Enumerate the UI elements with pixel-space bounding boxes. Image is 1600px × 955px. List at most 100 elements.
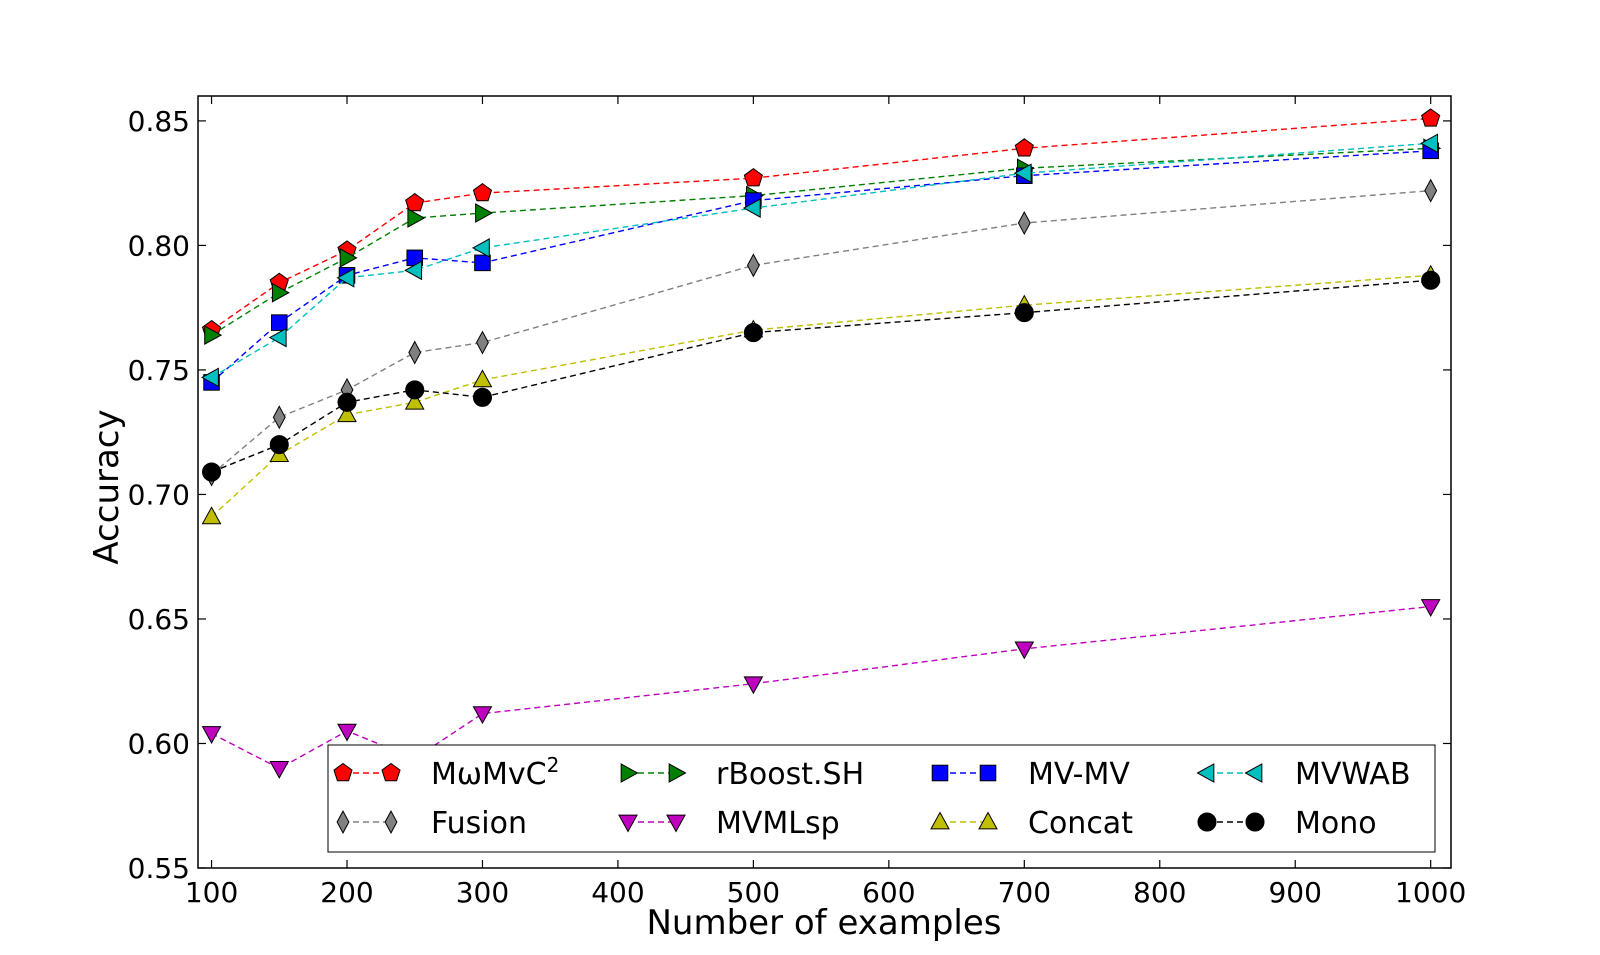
data-point-mono — [269, 435, 289, 455]
data-point-rboost-sh — [339, 248, 358, 268]
x-tick-label: 900 — [1268, 876, 1321, 909]
data-point-mv-mv — [474, 254, 491, 272]
plot-area-frame — [197, 95, 1452, 869]
series-line-concat — [211, 274, 1431, 518]
data-point-mvmlsp — [201, 726, 222, 745]
x-tick-label: 500 — [727, 876, 780, 909]
y-tick-label: 0.75 — [128, 354, 190, 387]
data-point-mvwab — [268, 327, 287, 348]
legend-marker — [618, 814, 638, 833]
legend-marker — [668, 763, 687, 783]
x-tick-label: 100 — [185, 876, 238, 909]
data-point-m-mvc — [405, 192, 425, 212]
legend-label: MVWAB — [1295, 757, 1411, 792]
y-tick-label: 0.70 — [128, 478, 190, 511]
series-rboost-sh — [204, 138, 1442, 345]
data-point-mono — [743, 323, 763, 343]
series-line-mono — [211, 279, 1431, 473]
y-tick-label: 0.55 — [128, 852, 190, 885]
series-m-mvc — [201, 108, 1441, 339]
y-tick-label: 0.80 — [128, 229, 190, 262]
legend-marker — [384, 810, 398, 834]
data-point-mono — [405, 380, 425, 400]
x-tick-label: 300 — [456, 876, 509, 909]
legend-item-fusion: Fusion — [336, 806, 527, 841]
legend-item-mvwab: MVWAB — [1196, 757, 1411, 792]
data-point-fusion — [746, 253, 760, 278]
x-tick-label: 800 — [1133, 876, 1186, 909]
legend: MωMvC2 rBoost.SH MV-MV MVWAB Fusion MVMLsp Con… — [327, 744, 1436, 853]
series-layer — [201, 108, 1442, 779]
legend-label: Mono — [1295, 806, 1377, 841]
data-point-mvmlsp — [1014, 641, 1035, 660]
data-point-mvmlsp — [1420, 599, 1441, 618]
y-tick-label: 0.65 — [128, 603, 190, 636]
legend-box — [327, 744, 1436, 853]
series-line-m-mvc — [211, 117, 1431, 331]
legend-item-concat: Concat — [930, 806, 1133, 841]
legend-item-m-mvc: MωMvC2 — [333, 753, 559, 792]
data-point-rboost-sh — [407, 208, 426, 228]
legend-marker — [336, 810, 350, 834]
x-tick-label: 1000 — [1395, 876, 1466, 909]
data-point-concat — [337, 404, 357, 423]
data-point-fusion — [1424, 178, 1438, 203]
data-point-mvwab — [1013, 163, 1032, 184]
data-point-fusion — [408, 340, 422, 365]
legend-item-mv-mv: MV-MV — [931, 757, 1130, 792]
series-line-rboost-sh — [211, 147, 1431, 336]
legend-label: Concat — [1028, 806, 1133, 841]
data-point-m-mvc — [743, 168, 764, 187]
data-point-concat — [201, 506, 222, 525]
data-point-mono — [337, 392, 357, 412]
data-point-rboost-sh — [271, 282, 290, 303]
legend-marker — [1197, 812, 1217, 832]
legend-item-rboost-sh: rBoost.SH — [620, 757, 864, 792]
series-line-mv-mv — [211, 150, 1431, 383]
legend-marker — [931, 764, 949, 782]
data-point-mvwab — [742, 198, 761, 218]
data-point-mvwab — [404, 260, 423, 281]
series-line-mvmlsp — [211, 605, 1431, 770]
data-point-m-mvc — [472, 183, 493, 202]
legend-marker — [979, 764, 997, 782]
legend-marker — [978, 811, 998, 830]
data-point-mvmlsp — [337, 723, 357, 742]
data-point-mono — [202, 462, 222, 482]
legend-marker — [381, 762, 401, 782]
data-point-mvwab — [336, 267, 355, 288]
legend-marker — [1196, 763, 1215, 783]
y-tick-label: 0.85 — [128, 105, 190, 138]
legend-marker — [1245, 812, 1265, 832]
data-point-mvmlsp — [743, 676, 764, 695]
x-tick-label: 700 — [998, 876, 1051, 909]
series-mv-mv — [203, 142, 1439, 391]
legend-label: MVMLsp — [716, 806, 840, 841]
x-tick-label: 600 — [862, 876, 915, 909]
y-tick-label: 0.60 — [128, 727, 190, 760]
x-tick-label: 400 — [591, 876, 644, 909]
data-point-concat — [472, 369, 493, 388]
x-axis-title: Number of examples — [646, 903, 1001, 943]
series-line-fusion — [211, 189, 1431, 476]
data-point-rboost-sh — [475, 203, 493, 223]
data-point-mono — [1014, 303, 1034, 323]
series-mono — [202, 270, 1441, 482]
legend-marker — [620, 763, 639, 783]
data-point-mvwab — [201, 367, 219, 388]
data-point-mono — [472, 387, 492, 407]
data-point-mono — [1421, 270, 1441, 290]
data-point-fusion — [272, 405, 286, 430]
data-point-mvmlsp — [269, 761, 290, 779]
data-point-mvwab — [1420, 133, 1439, 154]
data-point-rboost-sh — [204, 325, 223, 345]
data-point-mvwab — [471, 238, 490, 258]
axis-ticks: 100 200 300 400 500 600 700 800 900 1000 0.55 0.60 0… — [128, 96, 1466, 909]
legend-marker — [333, 762, 353, 782]
data-point-fusion — [1017, 211, 1031, 235]
legend-marker — [666, 814, 686, 833]
legend-item-mono: Mono — [1197, 806, 1377, 841]
data-point-fusion — [476, 330, 489, 355]
legend-marker — [1244, 763, 1263, 783]
